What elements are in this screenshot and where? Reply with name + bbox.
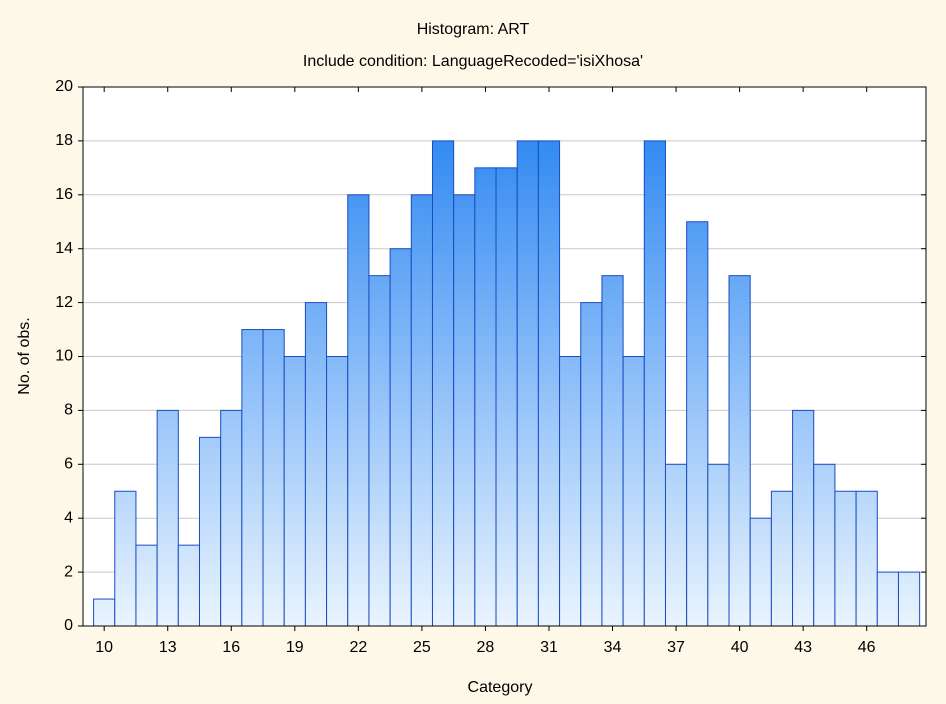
bar (347, 194, 370, 627)
y-tick-label: 12 (55, 294, 73, 311)
bar (198, 436, 222, 627)
x-tick-label: 40 (731, 639, 749, 656)
y-tick-label: 2 (64, 563, 73, 580)
x-axis-label: Category (468, 679, 533, 696)
bar (177, 544, 200, 627)
bar (431, 140, 455, 627)
y-tick-label: 4 (64, 509, 73, 526)
bar (389, 248, 412, 627)
x-tick-label: 37 (667, 639, 685, 656)
bar (156, 409, 179, 627)
bar (495, 167, 518, 627)
bar (304, 302, 328, 627)
bar (283, 356, 306, 627)
y-tick-label: 18 (55, 132, 73, 149)
bar (876, 571, 899, 627)
bar (643, 140, 666, 627)
y-tick-label: 10 (55, 348, 73, 365)
y-tick-label: 16 (55, 186, 73, 203)
bar (813, 463, 836, 627)
bar (728, 275, 751, 627)
chart-title: Histogram: ART (417, 21, 530, 38)
bar (474, 167, 497, 627)
x-tick-label: 16 (222, 639, 240, 656)
y-tick-label: 6 (64, 456, 73, 473)
x-tick-label: 19 (286, 639, 304, 656)
y-tick-label: 14 (55, 240, 73, 257)
bar (855, 490, 878, 627)
bar (326, 356, 349, 627)
bar (897, 571, 921, 627)
y-tick-label: 20 (55, 78, 73, 95)
bar (580, 302, 603, 627)
bar (601, 275, 624, 627)
x-tick-label: 43 (794, 639, 812, 656)
chart-subtitle: Include condition: LanguageRecoded='isiX… (303, 53, 643, 70)
bar (749, 517, 772, 627)
bar (453, 194, 476, 627)
bar (135, 544, 158, 627)
y-axis-label: No. of obs. (16, 317, 33, 394)
bar (559, 356, 582, 627)
x-tick-label: 34 (604, 639, 622, 656)
x-tick-label: 10 (95, 639, 113, 656)
y-tick-label: 8 (64, 402, 73, 419)
x-tick-label: 13 (159, 639, 177, 656)
x-tick-label: 46 (858, 639, 876, 656)
bar (834, 490, 857, 627)
bar (622, 356, 645, 627)
bar (93, 598, 116, 627)
bars (93, 140, 921, 627)
bar (220, 409, 243, 627)
bar (792, 409, 815, 627)
x-tick-label: 25 (413, 639, 431, 656)
y-tick-label: 0 (64, 617, 73, 634)
x-tick-label: 31 (540, 639, 558, 656)
x-tick-label: 28 (477, 639, 495, 656)
x-tick-label: 22 (349, 639, 367, 656)
bar (516, 140, 539, 627)
bar (770, 490, 794, 627)
bar (368, 275, 391, 627)
bar (537, 140, 561, 627)
bar (707, 463, 730, 627)
bar (262, 329, 285, 627)
bar (241, 329, 264, 627)
bar (410, 194, 433, 627)
bar (664, 463, 688, 627)
bar (686, 221, 709, 627)
bar (114, 490, 137, 627)
